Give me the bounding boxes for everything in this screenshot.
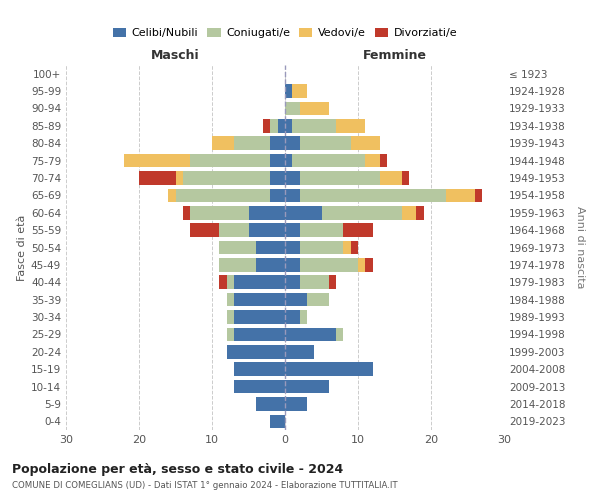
Bar bbox=[183, 171, 271, 185]
Bar bbox=[365, 154, 380, 168]
Bar bbox=[278, 119, 285, 132]
Bar bbox=[220, 276, 227, 289]
Bar bbox=[227, 310, 234, 324]
Bar bbox=[402, 206, 416, 220]
Bar bbox=[263, 119, 271, 132]
Bar bbox=[380, 171, 402, 185]
Bar bbox=[402, 171, 409, 185]
Bar bbox=[299, 188, 446, 202]
Bar bbox=[220, 240, 256, 254]
Bar bbox=[285, 224, 299, 237]
Bar bbox=[227, 345, 285, 358]
Bar bbox=[475, 188, 482, 202]
Legend: Celibi/Nubili, Coniugati/e, Vedovi/e, Divorziati/e: Celibi/Nubili, Coniugati/e, Vedovi/e, Di… bbox=[109, 23, 461, 43]
Bar bbox=[292, 119, 336, 132]
Text: Popolazione per età, sesso e stato civile - 2024: Popolazione per età, sesso e stato civil… bbox=[12, 462, 343, 475]
Bar bbox=[285, 119, 292, 132]
Bar bbox=[256, 397, 285, 410]
Bar bbox=[176, 171, 183, 185]
Bar bbox=[285, 84, 292, 98]
Bar bbox=[336, 119, 365, 132]
Bar bbox=[299, 224, 343, 237]
Bar bbox=[234, 293, 285, 306]
Bar bbox=[299, 102, 329, 115]
Y-axis label: Anni di nascita: Anni di nascita bbox=[575, 206, 585, 289]
Bar bbox=[234, 136, 271, 150]
Bar bbox=[285, 380, 329, 394]
Bar bbox=[285, 362, 373, 376]
Bar bbox=[227, 328, 234, 341]
Bar bbox=[271, 136, 285, 150]
Bar bbox=[285, 188, 299, 202]
Bar bbox=[124, 154, 190, 168]
Bar bbox=[285, 328, 336, 341]
Bar bbox=[227, 293, 234, 306]
Bar bbox=[285, 258, 299, 272]
Bar bbox=[358, 258, 365, 272]
Bar bbox=[183, 206, 190, 220]
Bar bbox=[343, 224, 373, 237]
Text: Femmine: Femmine bbox=[362, 48, 427, 62]
Bar bbox=[227, 276, 234, 289]
Bar bbox=[248, 224, 285, 237]
Bar bbox=[380, 154, 387, 168]
Bar bbox=[248, 206, 285, 220]
Bar bbox=[299, 136, 351, 150]
Bar bbox=[285, 240, 299, 254]
Bar bbox=[285, 293, 307, 306]
Bar bbox=[234, 310, 285, 324]
Bar bbox=[256, 258, 285, 272]
Bar bbox=[256, 240, 285, 254]
Bar bbox=[329, 276, 336, 289]
Bar bbox=[285, 102, 299, 115]
Text: Maschi: Maschi bbox=[151, 48, 200, 62]
Bar bbox=[271, 119, 278, 132]
Bar bbox=[234, 328, 285, 341]
Bar bbox=[271, 188, 285, 202]
Bar bbox=[220, 224, 248, 237]
Bar bbox=[285, 171, 299, 185]
Bar bbox=[285, 154, 292, 168]
Bar bbox=[190, 206, 248, 220]
Bar bbox=[292, 84, 307, 98]
Bar bbox=[271, 171, 285, 185]
Bar bbox=[168, 188, 176, 202]
Bar bbox=[343, 240, 350, 254]
Bar bbox=[234, 380, 285, 394]
Bar bbox=[285, 206, 322, 220]
Text: COMUNE DI COMEGLIANS (UD) - Dati ISTAT 1° gennaio 2024 - Elaborazione TUTTITALIA: COMUNE DI COMEGLIANS (UD) - Dati ISTAT 1… bbox=[12, 481, 398, 490]
Y-axis label: Fasce di età: Fasce di età bbox=[17, 214, 27, 280]
Bar bbox=[271, 154, 285, 168]
Bar bbox=[271, 414, 285, 428]
Bar bbox=[285, 136, 299, 150]
Bar bbox=[446, 188, 475, 202]
Bar bbox=[212, 136, 234, 150]
Bar bbox=[322, 206, 402, 220]
Bar bbox=[365, 258, 373, 272]
Bar bbox=[299, 276, 329, 289]
Bar bbox=[299, 258, 358, 272]
Bar bbox=[176, 188, 271, 202]
Bar bbox=[299, 240, 343, 254]
Bar bbox=[416, 206, 424, 220]
Bar bbox=[285, 345, 314, 358]
Bar bbox=[190, 224, 220, 237]
Bar bbox=[234, 362, 285, 376]
Bar bbox=[285, 397, 307, 410]
Bar bbox=[220, 258, 256, 272]
Bar bbox=[350, 240, 358, 254]
Bar bbox=[285, 310, 299, 324]
Bar bbox=[299, 171, 380, 185]
Bar bbox=[350, 136, 380, 150]
Bar bbox=[307, 293, 329, 306]
Bar bbox=[285, 276, 299, 289]
Bar bbox=[234, 276, 285, 289]
Bar bbox=[299, 310, 307, 324]
Bar bbox=[190, 154, 271, 168]
Bar bbox=[139, 171, 176, 185]
Bar bbox=[336, 328, 343, 341]
Bar bbox=[292, 154, 365, 168]
